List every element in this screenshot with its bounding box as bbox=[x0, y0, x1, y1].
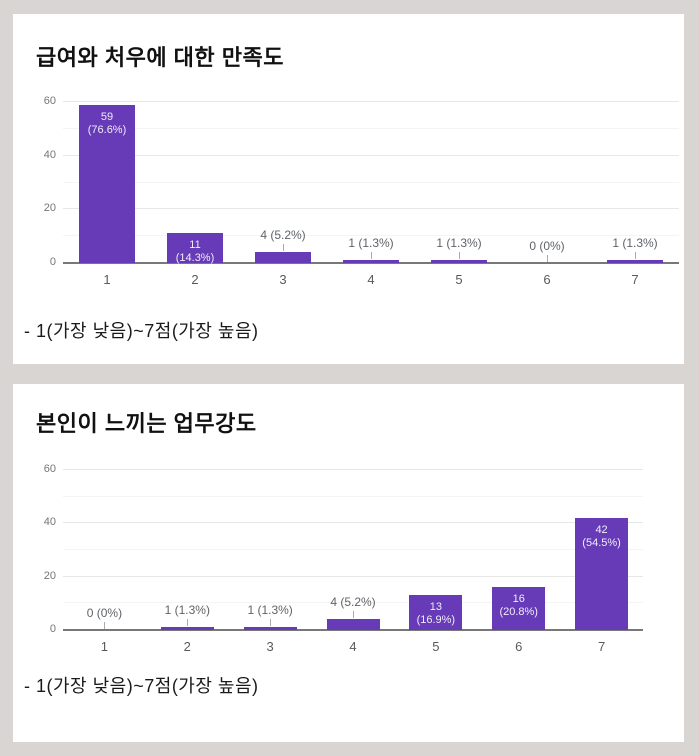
bar bbox=[409, 595, 463, 630]
chart-card-work-intensity: 본인이 느끼는 업무강도 0 20 40 60 0 (0%) 1 1 (1.3%) 2 1 (1… bbox=[13, 384, 684, 742]
grid-line bbox=[63, 549, 643, 550]
x-axis-line bbox=[63, 262, 679, 264]
y-axis-label: 40 bbox=[43, 148, 56, 161]
bar-value-label: 11 (14.3%) bbox=[175, 239, 215, 264]
label-connector bbox=[187, 619, 189, 626]
chart-title: 급여와 처우에 대한 만족도 bbox=[36, 45, 284, 70]
bar-value-label: 13 (16.9%) bbox=[416, 601, 456, 626]
bar bbox=[575, 518, 629, 630]
x-axis-label: 6 bbox=[515, 639, 523, 654]
bar-value-label: 0 (0%) bbox=[86, 606, 123, 620]
scale-footnote: - 1(가장 낮음)~7점(가장 높음) bbox=[24, 676, 259, 696]
grid-line bbox=[63, 235, 679, 237]
bar bbox=[79, 105, 135, 263]
x-axis-label: 1 bbox=[100, 639, 109, 654]
bar-chart: 0 20 40 60 59 (76.6%) 1 11 (14.3%) 2 4 (5.2%) 3 1 (1… bbox=[44, 95, 679, 287]
bar-value-label: 42 (54.5%) bbox=[582, 524, 621, 549]
x-axis-label: 4 bbox=[349, 639, 357, 654]
grid-line bbox=[63, 495, 643, 497]
grid-line bbox=[63, 522, 643, 524]
y-axis-label: 0 bbox=[49, 623, 56, 635]
y-axis-label: 0 bbox=[49, 256, 56, 268]
bar-value-label: 1 (1.3%) bbox=[164, 603, 210, 617]
bar-value-label: 4 (5.2%) bbox=[330, 595, 376, 609]
grid-line bbox=[63, 127, 679, 129]
label-connector bbox=[459, 252, 460, 259]
label-connector bbox=[104, 622, 106, 629]
bar bbox=[492, 587, 546, 630]
grid-line bbox=[63, 602, 643, 604]
bar bbox=[431, 260, 487, 263]
bar-value-label: 0 (0%) bbox=[529, 239, 565, 253]
y-axis-label: 40 bbox=[43, 516, 56, 529]
grid-line bbox=[63, 154, 679, 156]
x-axis-label: 2 bbox=[191, 272, 199, 287]
label-connector bbox=[353, 611, 354, 618]
x-axis-label: 5 bbox=[455, 272, 463, 287]
x-axis-label: 3 bbox=[279, 272, 287, 287]
bar-value-label: 1 (1.3%) bbox=[247, 603, 293, 617]
bar-value-label: 1 (1.3%) bbox=[436, 236, 482, 250]
plot-area: 0 20 40 60 59 (76.6%) 1 11 (14.3%) 2 4 (5.2%) 3 1 (1… bbox=[44, 95, 679, 287]
x-axis-label: 3 bbox=[266, 639, 274, 654]
bar-value-label: 1 (1.3%) bbox=[348, 236, 394, 250]
y-axis-label: 60 bbox=[43, 463, 56, 475]
grid-line bbox=[63, 208, 679, 210]
x-axis-label: 4 bbox=[367, 272, 375, 287]
y-axis-label: 20 bbox=[43, 202, 56, 215]
x-axis-line bbox=[63, 629, 643, 631]
bar-value-label: 1 (1.3%) bbox=[612, 236, 658, 250]
x-axis-label: 7 bbox=[597, 639, 606, 654]
x-axis-label: 5 bbox=[432, 639, 440, 654]
grid-line bbox=[63, 181, 679, 183]
bar bbox=[607, 260, 663, 263]
grid-line bbox=[63, 469, 643, 470]
bar-value-label: 4 (5.2%) bbox=[260, 228, 306, 242]
bar-chart: 0 20 40 60 0 (0%) 1 1 (1.3%) 2 1 (1.3%) 3 4 (5.2%)… bbox=[44, 463, 643, 654]
y-axis-label: 20 bbox=[43, 569, 56, 582]
bar bbox=[255, 252, 311, 263]
label-connector bbox=[635, 252, 636, 259]
bar bbox=[326, 619, 380, 630]
scale-footnote: - 1(가장 낮음)~7점(가장 높음) bbox=[24, 321, 259, 341]
bar bbox=[167, 233, 223, 263]
y-axis-label: 60 bbox=[43, 95, 56, 107]
grid-line bbox=[63, 101, 679, 102]
x-axis-label: 7 bbox=[631, 272, 639, 287]
x-axis-label: 1 bbox=[103, 272, 111, 287]
grid-line bbox=[63, 575, 643, 577]
bar-value-label: 59 (76.6%) bbox=[87, 111, 127, 136]
bar-value-label: 16 (20.8%) bbox=[499, 593, 538, 618]
chart-title: 본인이 느끼는 업무강도 bbox=[36, 411, 257, 436]
label-connector bbox=[371, 252, 372, 259]
plot-area: 0 20 40 60 0 (0%) 1 1 (1.3%) 2 1 (1.3%) 3 4 (5.2%)… bbox=[44, 463, 643, 654]
x-axis-label: 2 bbox=[183, 639, 191, 654]
label-connector bbox=[283, 244, 284, 251]
bar bbox=[160, 627, 214, 630]
label-connector bbox=[270, 619, 272, 626]
bar bbox=[243, 627, 297, 630]
label-connector bbox=[547, 255, 548, 262]
bar bbox=[343, 260, 399, 263]
chart-card-salary-satisfaction: 급여와 처우에 대한 만족도 0 20 40 60 59 (76.6%) 1 11 (14.3%… bbox=[13, 14, 684, 364]
x-axis-label: 6 bbox=[543, 272, 551, 287]
